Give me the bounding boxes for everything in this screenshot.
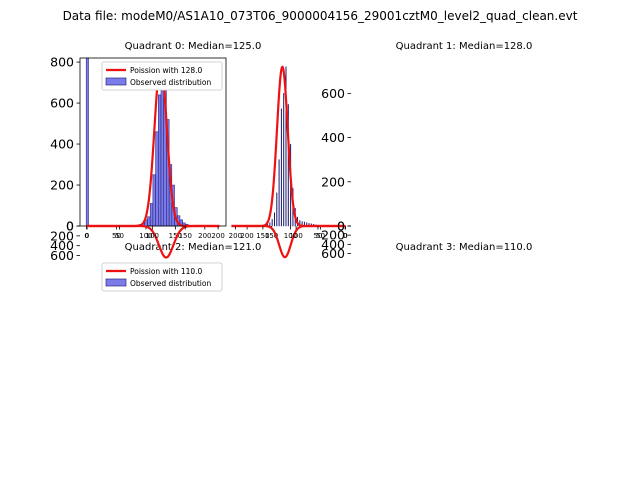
- subplot-quadrant-3: Quadrant 3: Median=110.0 050100150200020…: [101, 219, 533, 292]
- histogram-bar: [158, 94, 162, 227]
- x-tick-label: 0: [343, 232, 347, 240]
- histogram-spike-bar: [85, 57, 89, 227]
- x-tick-label: 100: [284, 232, 297, 240]
- x-tick-label: 50: [115, 232, 124, 240]
- x-tick-label: 100: [289, 232, 302, 240]
- y-tick-label: 200: [50, 178, 74, 193]
- histogram-bar: [155, 131, 159, 227]
- subplot-title: Quadrant 2: Median=121.0: [125, 242, 262, 253]
- x-tick-label: 0: [84, 232, 88, 240]
- x-tick-label: 150: [265, 232, 278, 240]
- subplot-title: Quadrant 3: Median=110.0: [396, 242, 533, 253]
- histogram-bar: [280, 108, 282, 227]
- x-tick-label: 50: [112, 232, 121, 240]
- x-tick-label: 200: [229, 232, 242, 240]
- legend-hist-swatch: [105, 77, 127, 86]
- histogram-bar: [149, 203, 154, 227]
- y-tick-label: 400: [50, 137, 74, 152]
- x-tick-label: 50: [316, 232, 325, 240]
- histogram-bar: [283, 93, 285, 227]
- legend-hist-swatch: [105, 278, 127, 287]
- legend-hist-label: Observed distribution: [130, 78, 211, 87]
- x-tick-label: 200: [240, 232, 253, 240]
- subplot-quadrant-1: Quadrant 1: Median=128.0 050100150200020…: [101, 41, 533, 240]
- y-tick-label: 400: [321, 130, 345, 145]
- histogram-bar: [273, 212, 275, 227]
- y-tick-label: 600: [321, 246, 345, 261]
- y-tick-label: 600: [321, 86, 345, 101]
- x-tick-label: 200: [198, 232, 211, 240]
- histogram-bar: [269, 222, 271, 227]
- histogram-bar: [147, 216, 151, 227]
- y-tick-label: 200: [321, 228, 345, 243]
- histogram-bar: [276, 192, 278, 227]
- axes-frame: [79, 57, 227, 227]
- histogram-bar: [152, 174, 156, 227]
- poisson-curve: [86, 224, 220, 259]
- y-tick-label: 400: [321, 237, 345, 252]
- y-tick-label: 0: [66, 219, 74, 234]
- figure-suptitle: Data file: modeM0/AS1A10_073T06_90000041…: [63, 9, 578, 23]
- histogram-bar: [287, 104, 289, 227]
- y-tick-label: 800: [50, 55, 74, 70]
- x-tick-label: 100: [146, 232, 159, 240]
- subplot-title: Quadrant 0: Median=125.0: [125, 41, 262, 52]
- y-tick-label: 600: [50, 248, 74, 263]
- legend: Poission with 128.0 Observed distribution: [101, 61, 223, 91]
- y-tick-label: 200: [50, 228, 74, 243]
- y-tick-label: 400: [50, 238, 74, 253]
- histogram-bar: [285, 66, 287, 227]
- y-tick-label: 0: [66, 219, 74, 234]
- histogram-bar: [271, 219, 273, 227]
- x-tick-label: 200: [211, 232, 224, 240]
- x-tick-label: 100: [139, 232, 152, 240]
- x-tick-label: 0: [85, 232, 89, 240]
- legend: Poission with 110.0 Observed distribution: [101, 262, 223, 292]
- x-tick-label: 150: [169, 232, 182, 240]
- legend-hist-label: Observed distribution: [130, 279, 211, 288]
- x-tick-label: 50: [313, 232, 322, 240]
- y-tick-label: 0: [337, 219, 345, 234]
- subplot-title: Quadrant 1: Median=128.0: [396, 41, 533, 52]
- y-tick-label: 600: [50, 96, 74, 111]
- legend-box: [101, 61, 223, 91]
- x-tick-label: 150: [179, 232, 192, 240]
- x-tick-label: 0: [343, 232, 347, 240]
- y-tick-label: 200: [321, 174, 345, 189]
- legend-curve-label: Poission with 110.0: [130, 267, 203, 276]
- x-tick-label: 150: [256, 232, 269, 240]
- legend-box: [101, 262, 223, 292]
- poisson-curve: [231, 224, 346, 259]
- histogram-bar: [278, 159, 280, 227]
- legend-curve-label: Poission with 128.0: [130, 66, 203, 75]
